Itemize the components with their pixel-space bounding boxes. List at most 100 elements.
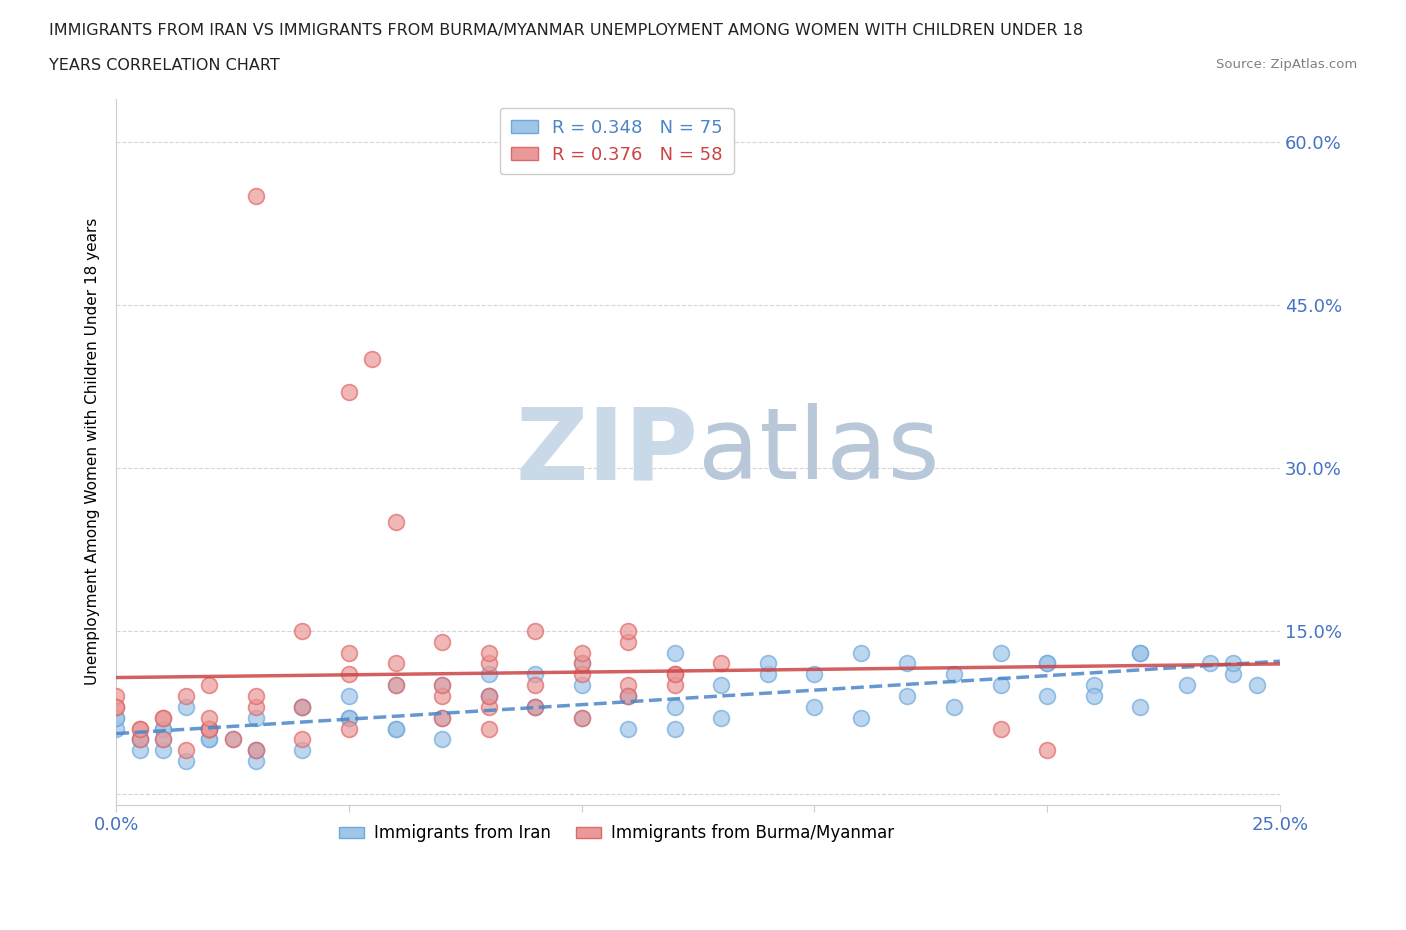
Point <box>105 688 128 703</box>
Point <box>849 711 872 725</box>
Point <box>664 667 686 682</box>
Point <box>990 645 1012 660</box>
Point <box>571 667 593 682</box>
Point <box>361 352 384 366</box>
Point <box>384 721 406 736</box>
Point <box>198 721 221 736</box>
Point <box>245 688 267 703</box>
Point <box>245 753 267 768</box>
Point <box>105 699 128 714</box>
Point <box>337 384 360 399</box>
Point <box>710 678 733 693</box>
Point <box>1036 688 1059 703</box>
Point <box>337 711 360 725</box>
Point <box>430 732 453 747</box>
Point <box>664 699 686 714</box>
Point <box>617 688 640 703</box>
Point <box>198 732 221 747</box>
Point <box>128 732 150 747</box>
Point <box>478 688 501 703</box>
Point <box>1246 678 1268 693</box>
Point <box>756 656 779 671</box>
Point <box>198 721 221 736</box>
Point <box>291 732 314 747</box>
Point <box>664 645 686 660</box>
Point <box>221 732 243 747</box>
Point <box>664 721 686 736</box>
Point <box>152 721 174 736</box>
Point <box>617 688 640 703</box>
Point <box>524 699 547 714</box>
Point <box>198 721 221 736</box>
Point <box>1175 678 1198 693</box>
Point <box>1222 667 1244 682</box>
Point <box>128 732 150 747</box>
Point <box>291 699 314 714</box>
Point <box>617 623 640 638</box>
Point <box>198 721 221 736</box>
Point <box>1083 688 1105 703</box>
Text: YEARS CORRELATION CHART: YEARS CORRELATION CHART <box>49 58 280 73</box>
Point <box>198 678 221 693</box>
Point <box>1036 743 1059 758</box>
Point <box>1129 699 1152 714</box>
Point <box>478 688 501 703</box>
Point <box>128 743 150 758</box>
Point <box>571 711 593 725</box>
Point <box>943 667 966 682</box>
Point <box>128 721 150 736</box>
Point <box>478 645 501 660</box>
Point <box>478 688 501 703</box>
Point <box>710 656 733 671</box>
Point <box>1036 656 1059 671</box>
Point <box>105 711 128 725</box>
Point <box>524 667 547 682</box>
Point <box>198 711 221 725</box>
Point <box>478 699 501 714</box>
Point <box>245 743 267 758</box>
Point <box>105 721 128 736</box>
Point <box>803 699 825 714</box>
Point <box>617 678 640 693</box>
Point <box>1036 656 1059 671</box>
Point <box>245 189 267 204</box>
Point <box>384 515 406 530</box>
Point <box>571 656 593 671</box>
Point <box>664 678 686 693</box>
Point <box>105 699 128 714</box>
Point <box>152 711 174 725</box>
Point <box>105 711 128 725</box>
Point <box>337 721 360 736</box>
Point <box>571 711 593 725</box>
Y-axis label: Unemployment Among Women with Children Under 18 years: Unemployment Among Women with Children U… <box>86 218 100 685</box>
Point <box>128 721 150 736</box>
Point <box>174 743 197 758</box>
Point <box>990 721 1012 736</box>
Point <box>174 688 197 703</box>
Point <box>803 667 825 682</box>
Point <box>430 688 453 703</box>
Point <box>221 732 243 747</box>
Point <box>617 634 640 649</box>
Point <box>337 645 360 660</box>
Point <box>524 699 547 714</box>
Point <box>337 667 360 682</box>
Point <box>617 688 640 703</box>
Point <box>1199 656 1222 671</box>
Point <box>245 743 267 758</box>
Point <box>291 623 314 638</box>
Point <box>664 667 686 682</box>
Text: IMMIGRANTS FROM IRAN VS IMMIGRANTS FROM BURMA/MYANMAR UNEMPLOYMENT AMONG WOMEN W: IMMIGRANTS FROM IRAN VS IMMIGRANTS FROM … <box>49 23 1084 38</box>
Point <box>198 721 221 736</box>
Text: ZIP: ZIP <box>515 403 697 500</box>
Point <box>524 699 547 714</box>
Point <box>152 732 174 747</box>
Point <box>430 678 453 693</box>
Point <box>756 667 779 682</box>
Point <box>1083 678 1105 693</box>
Point <box>174 699 197 714</box>
Text: Source: ZipAtlas.com: Source: ZipAtlas.com <box>1216 58 1357 71</box>
Point <box>1129 645 1152 660</box>
Point <box>896 688 918 703</box>
Point <box>524 623 547 638</box>
